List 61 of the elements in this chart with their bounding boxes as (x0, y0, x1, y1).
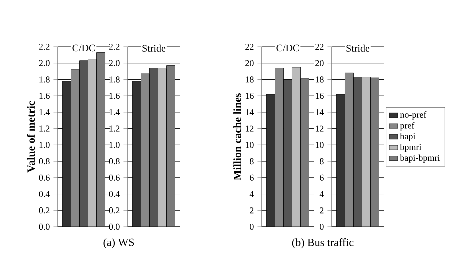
chart-title: C/DC (72, 44, 96, 52)
y-tick-label: 1.4 (40, 109, 50, 116)
y-tick-label: 22 (246, 44, 254, 50)
chart-title: Stride (142, 44, 166, 52)
y-tick-label: 14 (316, 109, 324, 116)
y-tick-label: 0.6 (39, 174, 50, 181)
y-tick-label: 6 (250, 174, 254, 181)
y-tick-label: 0.0 (109, 224, 120, 230)
y-tick-label: 18 (316, 76, 324, 83)
y-tick-label: 8 (250, 158, 254, 165)
y-tick-label: 4 (250, 191, 254, 198)
y-tick-label: 22 (316, 44, 324, 50)
y-tick-label: 0 (250, 224, 254, 230)
y-tick-label: 16 (316, 93, 324, 100)
text: (a) WS (104, 238, 134, 248)
y-tick-label: 2 (250, 208, 254, 214)
chart-title: C/DC (276, 44, 300, 52)
y-tick-label: 1.0 (110, 142, 120, 148)
y-tick-label: 1.8 (110, 76, 120, 83)
y-tick-label: 18 (246, 76, 254, 83)
y-tick-label: 4 (320, 191, 324, 198)
y-tick-label: 0.2 (109, 208, 120, 214)
y-tick-label: 0.4 (39, 191, 50, 198)
y-tick-label: 0.4 (109, 191, 120, 198)
y-tick-label: 20 (246, 60, 254, 66)
y-tick-label: 0.6 (109, 174, 120, 181)
y-tick-label: 0.2 (39, 208, 50, 214)
y-axis-title: Value of metric (27, 101, 36, 173)
y-tick-label: 1.6 (40, 93, 50, 100)
y-tick-label: 1.6 (110, 93, 120, 100)
y-tick-label: 1.2 (110, 126, 120, 132)
y-tick-label: 8 (320, 158, 324, 165)
legend-label: bapi-bpmri (400, 154, 440, 163)
y-tick-label: 10 (246, 142, 254, 148)
y-tick-label: 2.2 (109, 44, 120, 50)
legend-label: bapi (400, 133, 416, 142)
y-tick-label: 2 (320, 208, 324, 214)
y-tick-label: 1.2 (40, 126, 50, 132)
y-tick-label: 1.0 (40, 142, 50, 148)
y-axis-title: Million cache lines (234, 94, 242, 180)
chart-title: Stride (346, 44, 370, 52)
legend-label: pref (400, 122, 415, 131)
y-tick-label: 1.8 (40, 76, 50, 83)
y-tick-label: 10 (316, 142, 324, 148)
y-tick-label: 2.2 (39, 44, 50, 50)
legend-label: bpmri (400, 144, 422, 152)
y-tick-label: 0.8 (109, 158, 120, 165)
y-tick-label: 0.8 (39, 158, 50, 165)
y-tick-label: 1.4 (110, 109, 120, 116)
y-tick-label: 0 (320, 224, 324, 230)
y-tick-label: 6 (320, 174, 324, 181)
y-tick-label: 14 (246, 109, 254, 116)
y-tick-label: 16 (246, 93, 254, 100)
y-tick-label: 2.0 (39, 60, 50, 66)
y-tick-label: 12 (316, 126, 324, 132)
y-tick-label: 0.0 (39, 224, 50, 230)
text: (b) Bus traffic (292, 238, 354, 249)
y-tick-label: 20 (316, 60, 324, 66)
y-tick-label: 12 (246, 126, 254, 132)
legend-label: no-pref (400, 112, 427, 120)
y-tick-label: 2.0 (109, 60, 120, 66)
